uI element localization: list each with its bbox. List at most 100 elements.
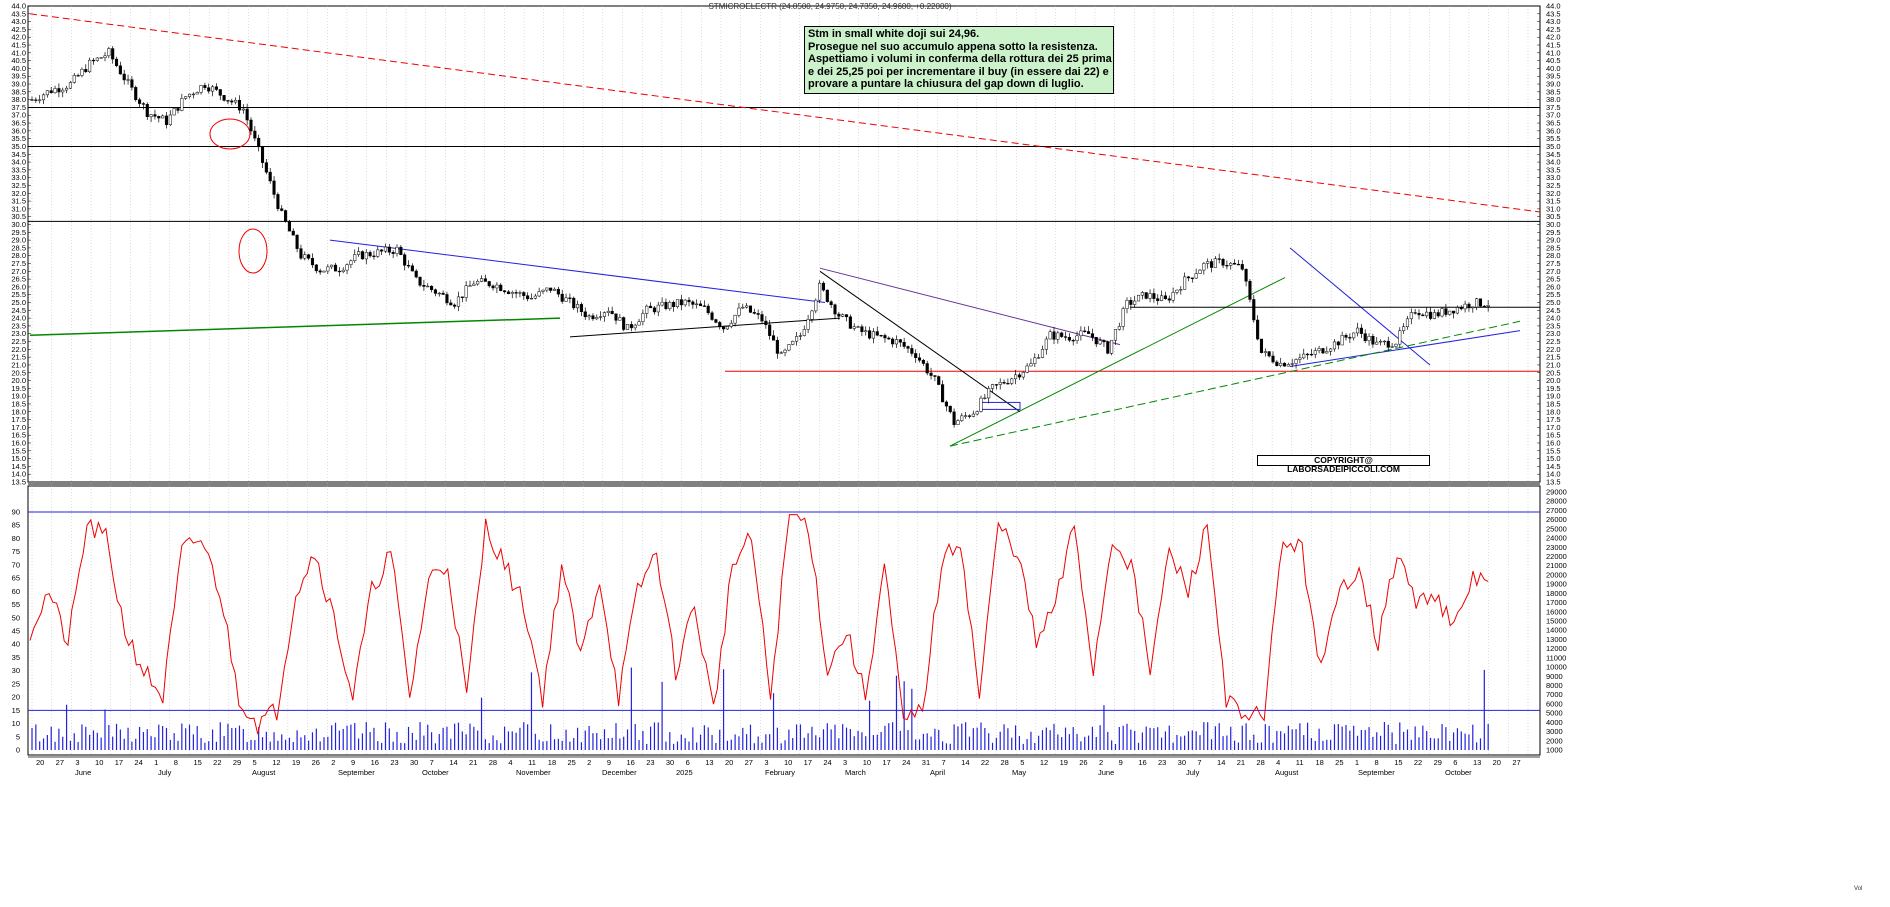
week-tick-label: 21 xyxy=(1237,758,1245,767)
candle-body xyxy=(1421,314,1425,317)
candle-body xyxy=(1444,308,1448,315)
price-tick-label-right: 31.5 xyxy=(1546,197,1561,206)
week-tick-label: 13 xyxy=(705,758,713,767)
price-tick-label-left: 28.0 xyxy=(11,251,26,260)
week-tick-label: 10 xyxy=(863,758,871,767)
price-tick-label-right: 35.5 xyxy=(1546,134,1561,143)
candle-body xyxy=(552,288,557,291)
candle-body xyxy=(956,420,960,425)
candle-body xyxy=(1428,311,1433,319)
week-tick-label: 18 xyxy=(1315,758,1323,767)
candle-body xyxy=(161,115,165,119)
volume-tick-label: 7000 xyxy=(1546,690,1563,699)
oscillator-tick-label: 55 xyxy=(12,600,20,609)
price-tick-label-left: 37.5 xyxy=(11,103,26,112)
candle-body xyxy=(322,270,326,273)
week-tick-label: 27 xyxy=(745,758,753,767)
week-tick-label: 13 xyxy=(1473,758,1481,767)
candle-body xyxy=(625,324,630,330)
price-tick-label-left: 35.5 xyxy=(11,134,26,143)
price-tick-label-left: 24.0 xyxy=(11,314,26,323)
month-label: September xyxy=(1358,768,1395,777)
gap-marker xyxy=(209,118,251,150)
week-tick-label: 14 xyxy=(961,758,969,767)
candle-body xyxy=(917,357,922,361)
candle-body xyxy=(614,313,618,321)
volume-tick-label: 1000 xyxy=(1546,746,1563,755)
candle-body xyxy=(1459,307,1463,310)
candle-body xyxy=(99,57,103,59)
candle-body xyxy=(111,48,115,60)
candle-body xyxy=(476,281,480,285)
candle-body xyxy=(1171,292,1175,301)
oscillator-panel xyxy=(27,485,1541,756)
candle-body xyxy=(1140,292,1144,296)
oscillator-tick-label: 80 xyxy=(12,534,20,543)
price-panel xyxy=(27,5,1541,483)
candle-body xyxy=(1340,335,1344,346)
week-tick-label: 16 xyxy=(371,758,379,767)
candle-body xyxy=(1113,329,1118,341)
price-tick-label-left: 25.0 xyxy=(11,298,26,307)
candle-body xyxy=(237,99,242,111)
price-tick-label-right: 29.0 xyxy=(1546,236,1561,245)
candle-body xyxy=(729,322,733,327)
month-label: March xyxy=(845,768,866,777)
week-tick-label: 10 xyxy=(95,758,103,767)
volume-tick-label: 20000 xyxy=(1546,570,1567,579)
candle-body xyxy=(211,86,215,92)
candle-body xyxy=(1398,330,1402,345)
candle-body xyxy=(891,338,895,345)
candle-body xyxy=(1475,298,1479,308)
candle-body xyxy=(399,246,403,255)
oscillator-tick-label: 35 xyxy=(12,653,20,662)
candle-body xyxy=(1317,348,1321,351)
candle-body xyxy=(1413,312,1417,314)
candle-body xyxy=(687,299,691,303)
candle-body xyxy=(1329,348,1333,352)
candle-body xyxy=(556,288,560,295)
price-tick-label-left: 29.0 xyxy=(11,236,26,245)
candle-body xyxy=(72,75,76,83)
candle-body xyxy=(76,75,80,77)
price-tick-label-left: 17.0 xyxy=(11,423,26,432)
candle-body xyxy=(1056,332,1060,340)
candle-body xyxy=(1336,341,1340,346)
week-tick-label: 6 xyxy=(1453,758,1457,767)
week-tick-label: 1 xyxy=(1355,758,1359,767)
candle-body xyxy=(775,339,779,354)
candle-body xyxy=(1279,362,1283,366)
candle-body xyxy=(118,65,122,75)
candle-body xyxy=(441,292,445,295)
week-tick-label: 29 xyxy=(233,758,241,767)
candle-body xyxy=(1183,276,1187,290)
candle-body xyxy=(952,411,956,425)
candle-body xyxy=(191,93,195,96)
price-tick-label-left: 28.5 xyxy=(11,243,26,252)
candle-body xyxy=(964,415,968,417)
price-tick-label-left: 22.0 xyxy=(11,345,26,354)
candle-body xyxy=(180,98,184,111)
candle-body xyxy=(545,287,549,291)
candle-body xyxy=(464,285,468,298)
candle-body xyxy=(1482,305,1486,308)
price-tick-label-right: 21.0 xyxy=(1546,360,1561,369)
candle-body xyxy=(318,270,322,273)
candle-body xyxy=(284,210,288,222)
price-tick-label-left: 18.0 xyxy=(11,407,26,416)
candle-body xyxy=(944,401,948,407)
candle-body xyxy=(752,312,756,314)
annotation-box: Stm in small white doji sui 24,96. Prose… xyxy=(804,26,1114,94)
volume-tick-label: 19000 xyxy=(1546,580,1567,589)
candle-body xyxy=(587,315,591,318)
price-tick-label-right: 19.5 xyxy=(1546,384,1561,393)
candle-body xyxy=(503,290,507,293)
week-tick-label: 30 xyxy=(1178,758,1186,767)
candle-body xyxy=(1048,331,1052,340)
candle-body xyxy=(1179,289,1183,291)
candle-body xyxy=(710,312,714,320)
candle-body xyxy=(57,88,61,93)
candle-body xyxy=(622,317,626,330)
price-tick-label-right: 22.0 xyxy=(1546,345,1561,354)
candle-body xyxy=(253,130,257,139)
